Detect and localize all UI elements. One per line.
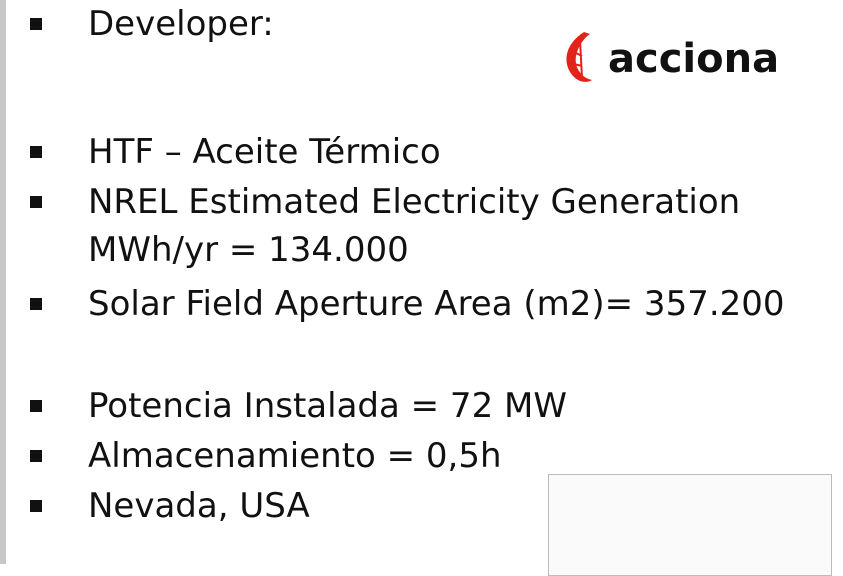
bullet-text: NREL Estimated Electricity Generation MW… — [88, 178, 828, 274]
bullet-text: Developer: — [88, 0, 828, 48]
photo — [548, 474, 832, 576]
side-bar — [0, 0, 6, 564]
bullet-marker — [30, 18, 42, 30]
bullet-text: HTF – Aceite Térmico — [88, 128, 828, 176]
bullet-item: NREL Estimated Electricity Generation MW… — [30, 178, 828, 274]
bullet-item: Solar Field Aperture Area (m2)= 357.200 — [30, 280, 828, 328]
bullet-item: Developer: — [30, 0, 828, 48]
bullet-marker — [30, 298, 42, 310]
bullet-text: Potencia Instalada = 72 MW — [88, 382, 828, 430]
bullet-marker — [30, 196, 42, 208]
bullet-marker — [30, 400, 42, 412]
bullet-marker — [30, 500, 42, 512]
bullet-marker — [30, 450, 42, 462]
page: acciona Developer:HTF – Aceite TérmicoNR… — [0, 0, 843, 564]
bullet-text: Almacenamiento = 0,5h — [88, 432, 828, 480]
bullet-item: Almacenamiento = 0,5h — [30, 432, 828, 480]
bullet-item: Potencia Instalada = 72 MW — [30, 382, 828, 430]
bullet-item: HTF – Aceite Térmico — [30, 128, 828, 176]
bullet-text: Solar Field Aperture Area (m2)= 357.200 — [88, 280, 828, 328]
bullet-marker — [30, 146, 42, 158]
